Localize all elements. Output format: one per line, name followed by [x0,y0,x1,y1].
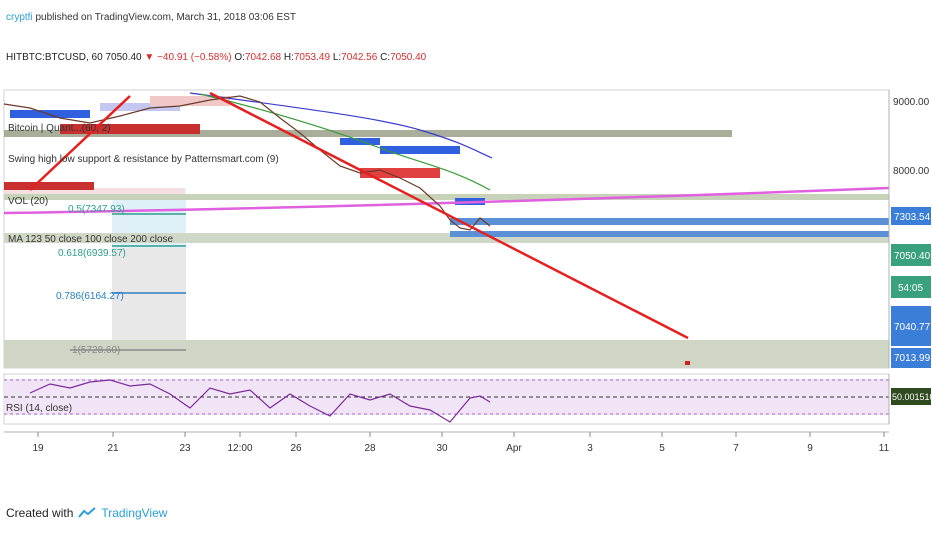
svg-text:7050.40: 7050.40 [894,251,931,262]
publish-line: cryptfi published on TradingView.com, Ma… [6,12,296,23]
h-label: H: [283,52,294,63]
support-band-2 [4,340,889,368]
svg-text:54:05: 54:05 [898,283,923,294]
tradingview-logo-icon [78,507,97,518]
support-band-1 [4,233,889,243]
time-tick-label: 5 [659,443,665,454]
time-axis[interactable]: 19 21 23 12:00 26 28 30 Apr 3 5 7 9 11 [4,431,890,454]
ma-100-line [199,93,491,191]
svg-text:7013.99: 7013.99 [894,353,931,364]
change-value: ▼ −40.91 (−0.58%) [144,52,232,63]
time-tick-label: 12:00 [227,443,252,454]
main-pane[interactable]: 0.5(7347.93) 0.618(6939.57) 0.786(6164.2… [3,89,931,369]
time-tick-label: 21 [107,443,119,454]
ma-200-line [189,92,493,159]
time-tick-label: Apr [506,443,522,454]
block-8 [4,182,94,190]
fib-label-05: 0.5(7347.93) [68,204,125,215]
price-badge-2: 7050.40 [891,244,931,266]
rsi-pane[interactable]: RSI (14, close) 50.00151066 [3,373,932,425]
fib-label-0618: 0.618(6939.57) [58,248,126,259]
rsi-value-badge: 50.00151066 [891,388,932,405]
blue-band-2 [450,231,889,237]
indicator-ma-label[interactable]: MA 123 50 close 100 close 200 close [8,234,174,245]
low-value: 7042.56 [341,52,378,63]
rsi-line [29,379,491,423]
block-1 [10,110,90,118]
time-tick-label: 26 [290,443,302,454]
price-line [3,95,491,231]
created-with-text: Created with [6,506,74,520]
block-2 [100,103,180,111]
close-value: 7050.40 [390,52,427,63]
svg-text:50.00151066: 50.00151066 [892,392,932,402]
block-4 [60,124,200,134]
time-tick-label: 7 [733,443,739,454]
svg-text:7303.54: 7303.54 [894,212,931,223]
high-value: 7053.49 [293,52,331,63]
time-tick-label: 9 [807,443,813,454]
chart-area[interactable]: 0.5(7347.93) 0.618(6939.57) 0.786(6164.2… [0,88,932,488]
price-badge-3: 54:05 [891,276,931,298]
price-tick-9000: 9000.00 [893,97,930,108]
indicator-swing-label[interactable]: Swing high low support & resistance by P… [8,154,279,165]
red-trendline-up [29,95,131,191]
block-3 [150,96,230,106]
footer: Created with TradingView [6,506,167,520]
indicator-vol-label[interactable]: VOL (20) [8,196,48,207]
time-tick-label: 23 [179,443,191,454]
magenta-trend-line [3,186,890,215]
time-tick-label: 30 [436,443,448,454]
l-label: L: [332,52,342,63]
fib-label-1: 1(5728.60) [72,345,120,356]
price-tick-8000: 8000.00 [893,166,930,177]
block-7 [360,168,440,178]
time-tick-label: 19 [32,443,44,454]
publisher-name[interactable]: cryptfi [6,12,33,23]
fib-label-0786: 0.786(6164.27) [56,291,124,302]
resistance-band-2 [4,194,889,200]
target-marker [685,361,690,365]
resistance-band-1 [4,130,732,137]
symbol: HITBTC:BTCUSD, 60 [6,52,103,63]
time-tick-label: 11 [879,443,890,454]
indicator-bitcoin-label[interactable]: Bitcoin | Quant...(60, 2) [8,123,111,134]
tradingview-brand[interactable]: TradingView [101,506,168,520]
time-tick-label: 28 [364,443,376,454]
time-tick-label: 3 [587,443,593,454]
symbol-ohlc-line: HITBTC:BTCUSD, 60 7050.40 ▼ −40.91 (−0.5… [6,52,426,63]
block-6 [380,146,460,154]
publish-text: published on TradingView.com, March 31, … [35,12,296,23]
open-value: 7042.68 [244,52,282,63]
price-badge-4: 7040.77 [891,306,931,346]
svg-text:7040.77: 7040.77 [894,322,931,333]
block-5 [340,138,380,145]
blue-band-1 [450,218,889,225]
o-label: O: [234,52,245,63]
rsi-label[interactable]: RSI (14, close) [6,403,72,414]
price-badge-5: 7013.99 [891,348,931,368]
last-value: 7050.40 [105,52,142,63]
price-badge-1: 7303.54 [891,207,931,225]
red-trendline-down [209,91,689,340]
c-label: C: [380,52,391,63]
